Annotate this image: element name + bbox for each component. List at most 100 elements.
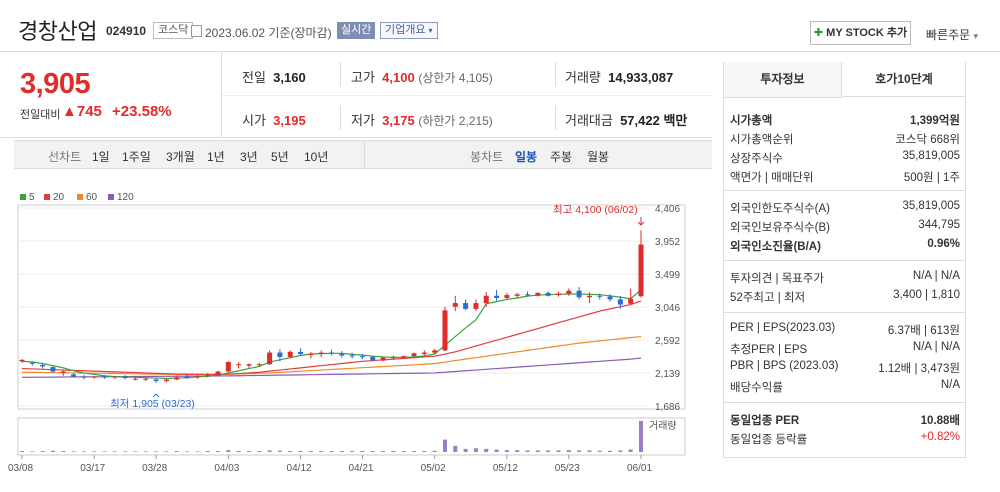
candle-monthly[interactable]: 월봉 — [587, 150, 610, 164]
stats-box — [222, 52, 712, 138]
candle-body — [494, 295, 500, 298]
candle-body — [267, 352, 273, 365]
calendar-icon — [191, 25, 202, 37]
candle-body — [380, 357, 386, 361]
volume-bar — [422, 451, 427, 452]
volume-bar — [50, 450, 55, 452]
tab-investment-info[interactable]: 투자정보 — [724, 62, 842, 97]
realtime-button[interactable]: 실시간 — [337, 22, 376, 39]
plus-icon: ✚ — [813, 27, 824, 39]
info-label: 외국인보유주식수(B) — [730, 222, 830, 234]
volume-bar — [298, 451, 303, 452]
period-5y[interactable]: 5년 — [271, 150, 289, 164]
info-value: 6.37배 | 613원 — [887, 325, 960, 337]
mystock-add-button[interactable]: ✚ MY STOCK 추가 — [810, 21, 911, 45]
x-tick-label: 04/03 — [214, 463, 239, 474]
volume-bar — [30, 451, 35, 452]
candle-body — [308, 354, 314, 356]
candle-body — [504, 295, 510, 298]
tab-orderbook[interactable]: 호가10단계 — [843, 62, 965, 97]
info-value: N/A | N/A — [912, 270, 960, 282]
info-value: 1.12배 | 3,473원 — [878, 363, 960, 375]
candle-body — [586, 295, 592, 298]
candle-body — [463, 303, 469, 309]
company-info-dropdown[interactable]: 기업개요 ▾ — [380, 22, 438, 39]
candle-body — [19, 359, 25, 362]
chart-toolbar: 선차트 1일 1주일 3개월 1년 3년 5년 10년 봉차트 일봉 주봉 월봉 — [14, 140, 712, 169]
line-chart-label[interactable]: 선차트 — [48, 150, 82, 164]
divider — [340, 62, 341, 86]
info-row: 투자의견 | 목표주가 N/A | N/A — [730, 270, 960, 288]
volume-bar — [195, 451, 200, 452]
stat-amount: 거래대금 57,422 백만 — [565, 113, 688, 128]
volume-bar — [40, 451, 45, 452]
period-1d[interactable]: 1일 — [92, 150, 110, 164]
candle-body — [143, 378, 149, 380]
info-value: 344,795 — [918, 219, 960, 231]
low-annotation: 최저 1,905 (03/23) — [110, 398, 195, 410]
divider — [222, 95, 712, 96]
volume-bar — [288, 451, 293, 452]
candle-body — [29, 362, 35, 364]
info-label: 52주최고 | 최저 — [730, 292, 806, 304]
market-badge: 코스닥 — [153, 22, 194, 39]
price-box — [0, 52, 222, 138]
info-value: 0.96% — [927, 238, 960, 250]
legend-ma20: 20 — [44, 192, 64, 203]
candle-body — [359, 356, 365, 358]
period-1w[interactable]: 1주일 — [122, 150, 151, 164]
volume-label: 거래량 — [649, 420, 677, 432]
stock-chart[interactable]: 4,406 3,952 3,499 3,046 2,592 2,139 1,686 03/08… — [0, 195, 715, 480]
candle-body — [607, 296, 613, 300]
quick-order-button[interactable]: 빠른주문 ▾ — [926, 28, 979, 42]
volume-bar — [329, 451, 334, 452]
info-value: N/A — [940, 379, 960, 391]
x-tick-label: 05/12 — [493, 463, 518, 474]
price-change-pct: +23.58% — [112, 103, 172, 120]
volume-bar — [112, 451, 117, 452]
candle-body — [194, 375, 200, 378]
candle-body — [545, 292, 551, 296]
legend-ma5: 5 — [20, 192, 35, 203]
period-3m[interactable]: 3개월 — [166, 150, 195, 164]
info-row: 동일업종 등락률 +0.82% — [730, 431, 960, 449]
volume-bar — [556, 450, 561, 452]
info-value: 35,819,005 — [902, 150, 960, 162]
high-arrow-icon — [637, 217, 645, 226]
candle-body — [339, 354, 345, 356]
info-label: 추정PER | EPS — [730, 344, 808, 356]
volume-bar — [20, 451, 24, 452]
candle-body — [246, 364, 252, 366]
candle-body — [576, 290, 582, 298]
volume-bar — [174, 451, 179, 452]
y-tick-label: 2,139 — [655, 369, 680, 380]
candle-body — [153, 379, 159, 381]
volume-bar — [143, 451, 148, 452]
info-label: PBR | BPS (2023.03) — [730, 360, 839, 372]
info-label: 액면가 | 매매단위 — [730, 172, 814, 184]
chevron-down-icon: ▾ — [428, 26, 433, 35]
candle-daily[interactable]: 일봉 — [515, 150, 538, 164]
volume-bar — [473, 448, 478, 452]
period-10y[interactable]: 10년 — [304, 150, 329, 164]
candle-body — [638, 244, 644, 297]
volume-bar — [257, 451, 262, 452]
candle-body — [411, 353, 417, 357]
candle-weekly[interactable]: 주봉 — [550, 150, 573, 164]
stat-low: 저가 3,175 (하한가 2,215) — [351, 113, 493, 128]
period-3y[interactable]: 3년 — [240, 150, 258, 164]
up-arrow-icon: ▲ — [62, 103, 77, 120]
info-row: 동일업종 PER 10.88배 — [730, 412, 960, 430]
period-1y[interactable]: 1년 — [207, 150, 225, 164]
divider — [555, 106, 556, 130]
chevron-down-icon: ▾ — [973, 31, 979, 41]
info-value: 1,399억원 — [910, 115, 960, 127]
info-label: 투자의견 | 목표주가 — [730, 273, 825, 285]
candle-chart-label[interactable]: 봉차트 — [470, 150, 504, 164]
x-tick-label: 05/23 — [555, 463, 580, 474]
volume-bar — [133, 451, 138, 452]
divider — [555, 62, 556, 86]
y-tick-label: 1,686 — [655, 402, 680, 413]
candle-body — [122, 376, 128, 379]
info-label: 외국인소진율(B/A) — [730, 241, 821, 253]
